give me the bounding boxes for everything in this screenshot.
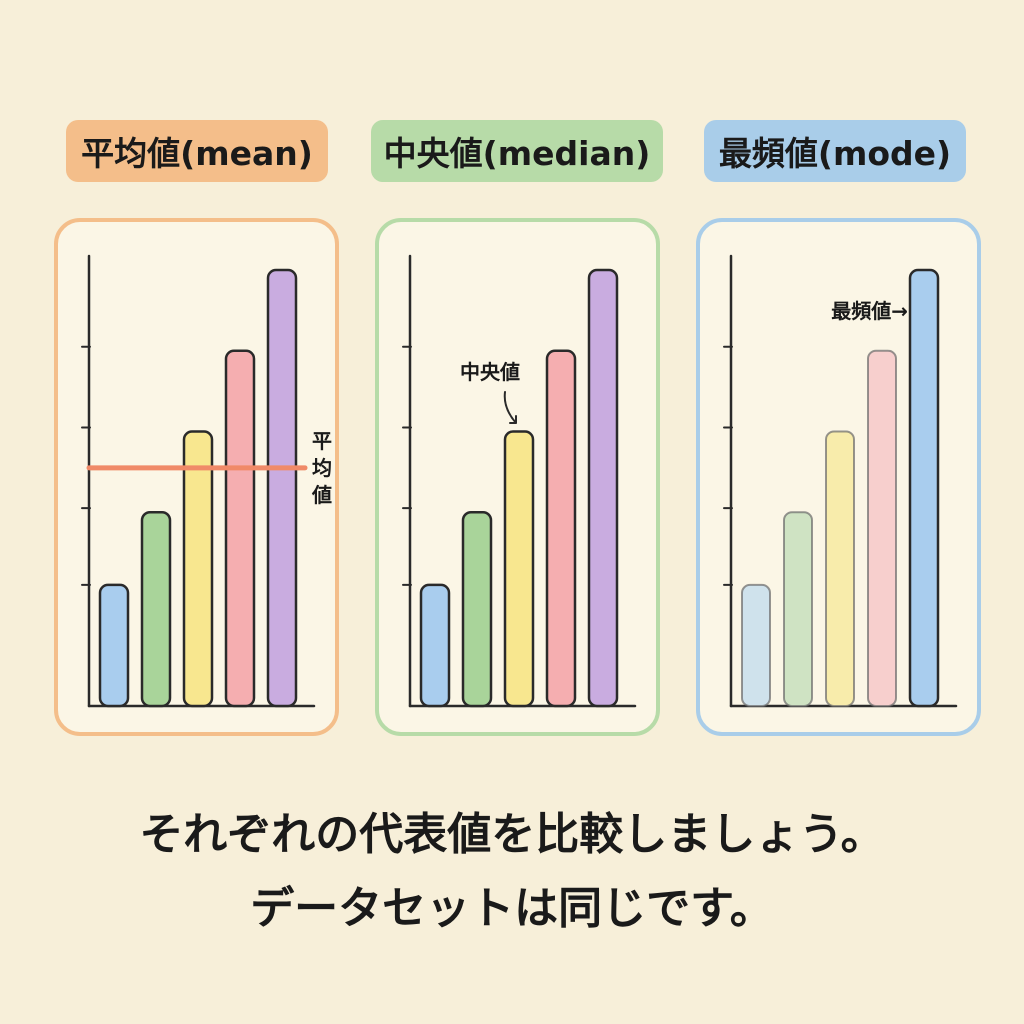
bar-1 [419,583,451,708]
mean-line-label-char: 均 [312,456,332,480]
median-panel: 中央値 [375,218,660,736]
bar-5 [587,268,619,708]
mean-panel: 平均値 [54,218,339,736]
mode-title: 最頻値(mode) [718,134,952,173]
mode-title-badge: 最頻値(mode) [704,120,966,182]
bar-4 [867,349,897,707]
mean-chart: 平均値 [81,254,332,708]
mean-title: 平均値(mean) [81,134,313,173]
bar-4 [545,349,577,708]
median-chart: 中央値 [402,254,637,708]
bar-3 [825,430,855,707]
mode-label: 最頻値→ [831,299,908,323]
bar-1 [98,583,130,708]
median-arrow [503,391,517,424]
median-label: 中央値 [460,360,520,384]
mode-panel: 最頻値→ [696,218,981,736]
bar-4 [224,349,256,708]
bar-2 [783,511,813,707]
bar-3 [182,430,214,708]
bar-3 [503,430,535,708]
caption-line-2: データセットは同じです。 [250,883,774,934]
bar-1 [741,583,771,707]
median-title: 中央値(median) [383,134,651,173]
mean-line-label-char: 平 [312,429,332,453]
mean-title-badge: 平均値(mean) [66,120,328,182]
bar-5 [266,268,298,708]
mean-line-label-char: 値 [311,483,332,507]
median-title-badge: 中央値(median) [371,120,663,182]
caption-line-1: それぞれの代表値を比較しましょう。 [139,809,885,860]
mode-chart: 最頻値→ [723,254,958,708]
bar-5 [908,268,940,708]
bar-2 [140,510,172,708]
bar-2 [461,510,493,708]
